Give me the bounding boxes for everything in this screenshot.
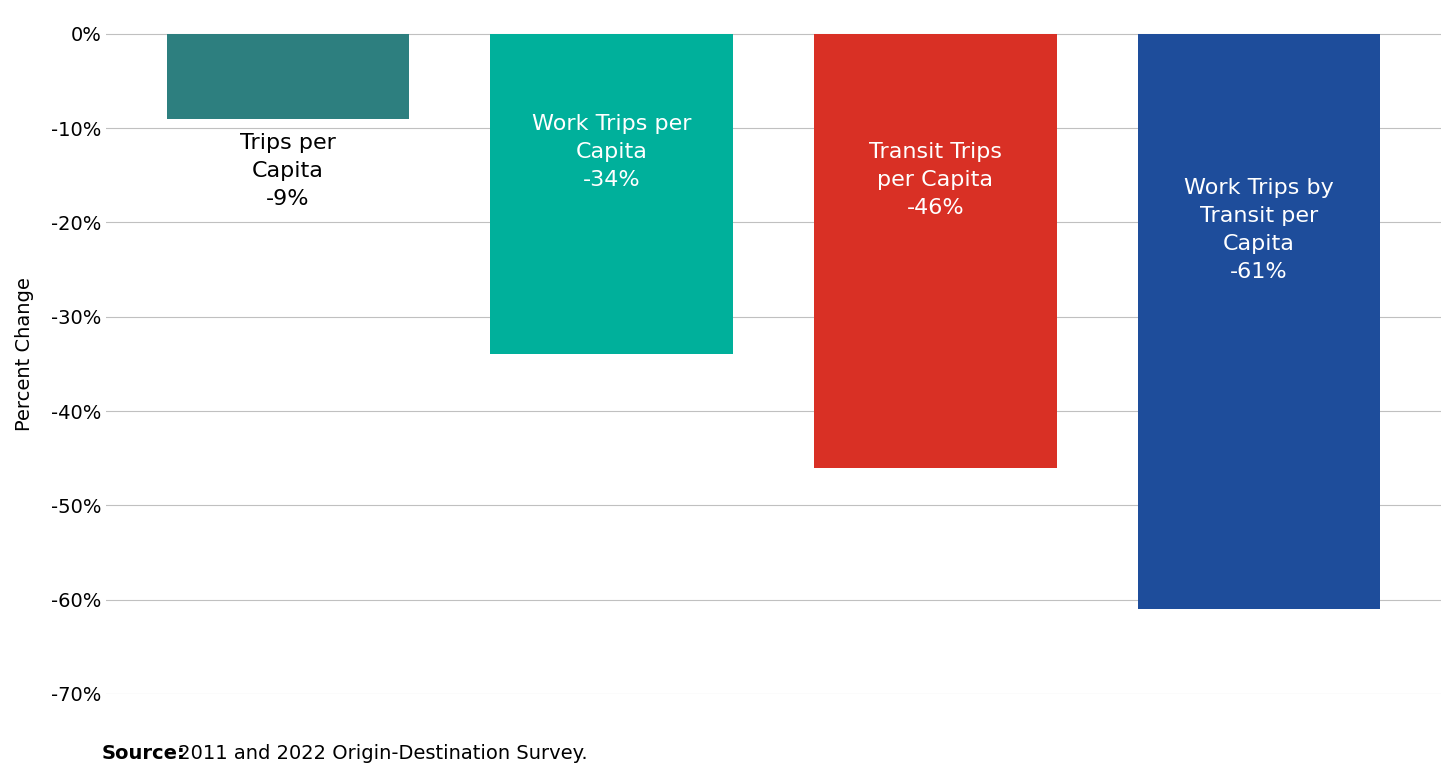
Bar — [1137, 34, 1380, 609]
Text: Work Trips by
Transit per
Capita
-61%: Work Trips by Transit per Capita -61% — [1184, 178, 1334, 282]
Bar — [814, 34, 1057, 467]
Text: 2011 and 2022 Origin-Destination Survey.: 2011 and 2022 Origin-Destination Survey. — [172, 745, 587, 763]
Text: Work Trips per
Capita
-34%: Work Trips per Capita -34% — [531, 114, 692, 190]
Y-axis label: Percent Change: Percent Change — [15, 277, 33, 431]
Bar — [491, 34, 732, 355]
Text: Transit Trips
per Capita
-46%: Transit Trips per Capita -46% — [869, 143, 1002, 218]
Text: Source:: Source: — [102, 745, 186, 763]
Bar — [166, 34, 409, 119]
Text: Trips per
Capita
-9%: Trips per Capita -9% — [240, 133, 336, 209]
